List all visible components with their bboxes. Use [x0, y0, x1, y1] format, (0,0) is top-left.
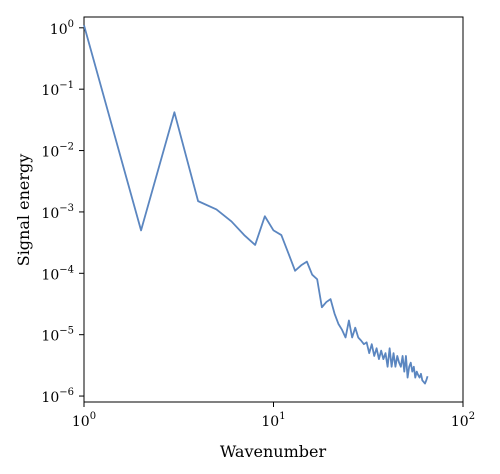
y-tick-label: 10−4: [41, 264, 74, 283]
plot-frame: [83, 16, 464, 403]
y-axis-label: Signal energy: [14, 154, 33, 267]
y-tick-label: 10−3: [41, 203, 74, 222]
signal-energy-line: [83, 25, 429, 385]
y-tick-label: 10−2: [41, 142, 74, 161]
y-axis: 100 10−1 10−2 10−3 10−4 10−5 10−6: [41, 19, 84, 406]
y-tick-label: 10−5: [41, 326, 74, 345]
x-tick-label: 100: [72, 411, 96, 430]
x-tick-label: 102: [451, 411, 475, 430]
x-axis-label: Wavenumber: [220, 442, 327, 461]
y-tick-label: 10−6: [41, 387, 74, 406]
x-tick-label: 101: [261, 411, 285, 430]
x-axis: 100 101 102: [72, 402, 475, 430]
series-layer: [83, 25, 429, 385]
y-tick-label: 10−1: [41, 80, 74, 99]
y-tick-label: 100: [50, 19, 74, 38]
